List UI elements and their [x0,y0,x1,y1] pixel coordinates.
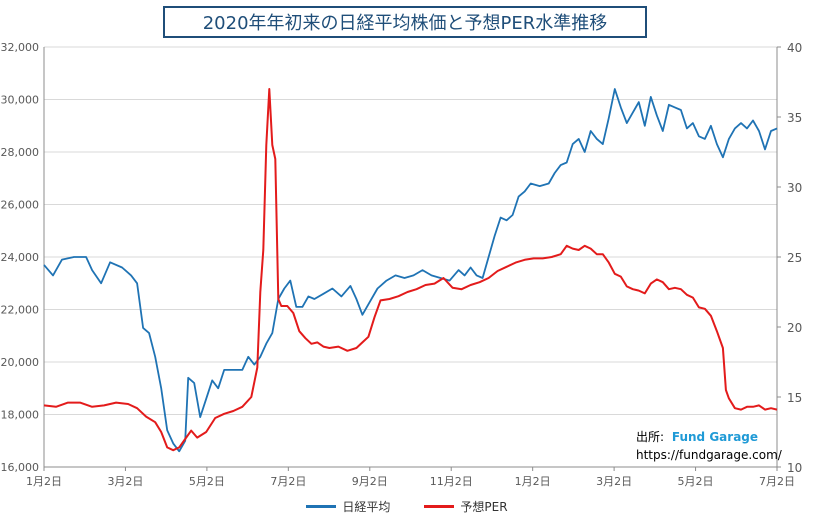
x-tick-label: 1月2日 [515,475,551,488]
legend-item-nikkei: 日経平均 [306,498,390,515]
x-tick-label: 7月2日 [270,475,306,488]
legend: 日経平均 予想PER [0,496,814,516]
y-left-tick-label: 22,000 [1,304,40,317]
source-url: https://fundgarage.com/ [636,448,782,462]
tick-labels: 16,000 18,000 20,000 22,000 24,000 26,000 28,0… [1,41,803,488]
legend-swatch-per [424,504,455,508]
x-tick-label: 3月2日 [107,475,143,488]
legend-item-per: 予想PER [424,498,508,515]
legend-label-nikkei: 日経平均 [342,499,391,514]
source-note: 出所: Fund Garage https://fundgarage.com/ [636,428,782,464]
chart-title: 2020年年初来の日経平均株価と予想PER水準推移 [163,6,647,38]
y-right-tick-label: 30 [787,181,802,195]
y-left-tick-label: 20,000 [1,356,40,369]
axes [43,46,781,471]
series-line-per [43,88,778,452]
y-right-tick-label: 20 [787,321,802,335]
y-right-tick-label: 40 [787,41,802,55]
y-left-tick-label: 30,000 [1,94,40,107]
y-left-tick-label: 16,000 [1,461,40,474]
x-tick-label: 3月2日 [596,475,632,488]
x-tick-label: 11月2日 [430,475,473,488]
x-tick-label: 5月2日 [189,475,225,488]
y-right-tick-label: 10 [787,461,802,475]
y-left-tick-label: 24,000 [1,251,40,264]
x-tick-label: 7月2日 [759,475,795,488]
y-left-tick-label: 26,000 [1,199,40,212]
x-tick-label: 9月2日 [352,475,388,488]
gridlines [44,46,777,468]
x-tick-label: 5月2日 [678,475,714,488]
legend-label-per: 予想PER [460,499,508,514]
y-right-tick-label: 25 [787,251,802,265]
source-line: 出所: Fund Garage [636,428,782,446]
series-line-nikkei [43,88,778,453]
series-lines [43,88,778,453]
legend-swatch-nikkei [306,504,337,508]
y-left-tick-label: 18,000 [1,409,40,422]
y-right-tick-label: 35 [787,111,802,125]
y-right-tick-label: 15 [787,391,802,405]
source-label: 出所: [636,430,665,444]
y-left-tick-label: 32,000 [1,41,40,54]
source-brand: Fund Garage [671,430,759,444]
x-tick-label: 1月2日 [26,475,62,488]
y-left-tick-label: 28,000 [1,146,40,159]
